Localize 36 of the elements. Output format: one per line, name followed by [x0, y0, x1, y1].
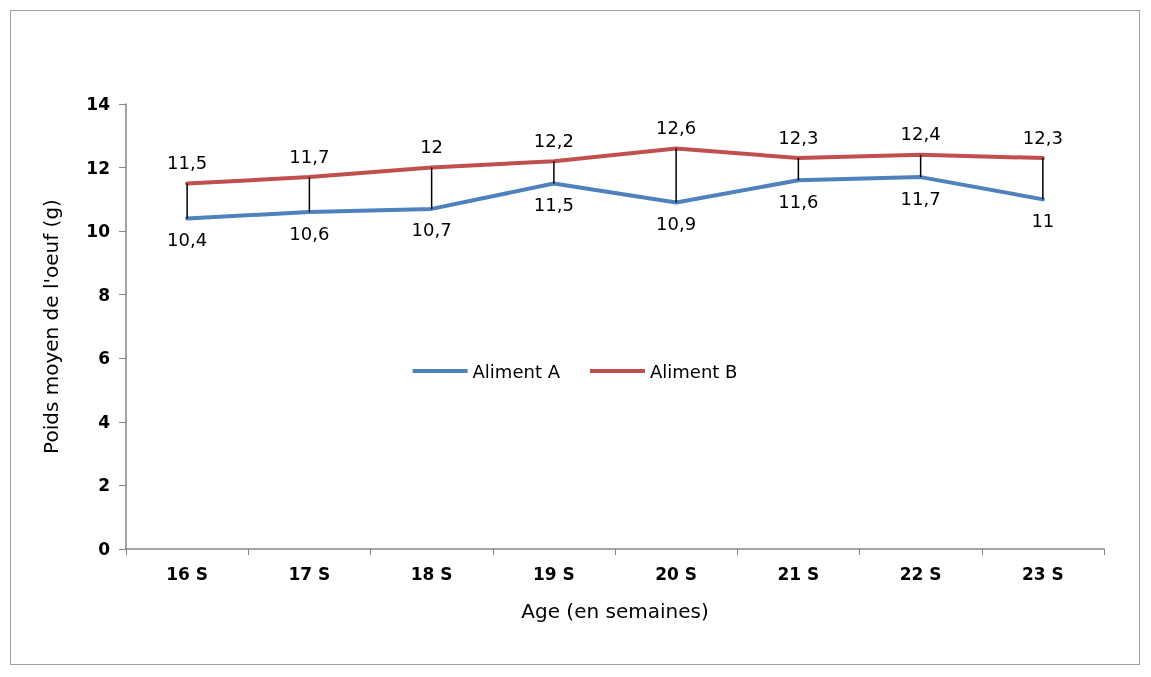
x-tick-label: 16 S	[166, 563, 209, 584]
y-tick-label: 0	[98, 539, 111, 559]
x-tick-label: 22 S	[899, 563, 942, 584]
data-label: 11,7	[289, 145, 330, 167]
y-tick-label: 12	[86, 157, 110, 178]
data-label: 12,3	[1022, 126, 1063, 148]
data-label: 11,5	[533, 193, 574, 215]
y-tick-label: 6	[98, 348, 110, 369]
y-tick-label: 4	[98, 411, 111, 432]
data-label: 12,2	[533, 129, 574, 151]
y-tick-label: 14	[86, 94, 111, 114]
y-tick-label: 2	[98, 475, 110, 496]
data-label: 12,3	[778, 126, 819, 148]
y-tick-label: 8	[98, 284, 110, 305]
data-label: 11,5	[167, 151, 208, 173]
x-tick-label: 21 S	[777, 563, 820, 584]
x-axis-title: Age (en semaines)	[521, 599, 709, 623]
data-label: 10,4	[167, 228, 208, 250]
x-tick-label: 23 S	[1021, 563, 1064, 584]
data-label: 11	[1031, 209, 1055, 231]
legend-label: Aliment A	[472, 360, 561, 382]
data-label: 12	[420, 136, 444, 158]
data-label: 11,6	[778, 190, 819, 212]
data-label: 10,7	[411, 219, 452, 241]
data-label: 10,9	[656, 213, 697, 235]
data-label: 10,6	[289, 222, 330, 244]
y-tick-label: 10	[86, 221, 111, 242]
y-axis-title: Poids moyen de l'oeuf (g)	[39, 199, 63, 454]
data-label: 11,7	[900, 187, 941, 209]
x-tick-label: 17 S	[288, 563, 331, 584]
x-tick-label: 18 S	[410, 563, 453, 584]
legend-label: Aliment B	[649, 360, 738, 382]
x-tick-label: 19 S	[532, 563, 575, 584]
x-tick-label: 20 S	[655, 563, 698, 584]
data-label: 12,4	[900, 123, 941, 145]
data-label: 12,6	[656, 117, 697, 138]
